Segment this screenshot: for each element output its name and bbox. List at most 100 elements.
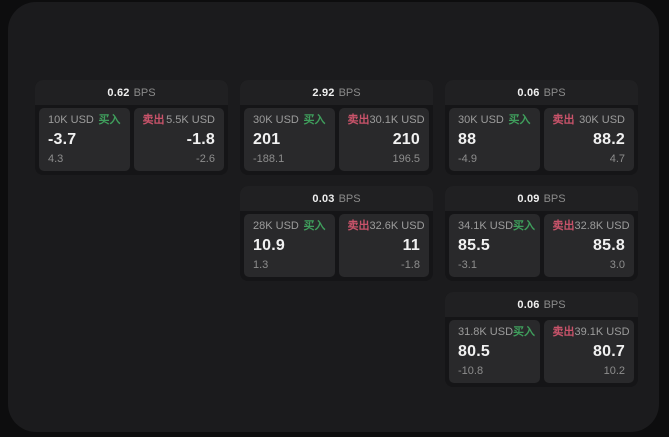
buy-tag: 买入 xyxy=(98,114,121,126)
buy-delta: -188.1 xyxy=(253,153,285,165)
quote-card: 0.03 BPS 28K USD 买入 10.9 1.3 卖出 32.6K US… xyxy=(240,186,433,281)
sell-tag: 卖出 xyxy=(142,114,165,126)
buy-panel-header: 10K USD 买入 xyxy=(48,115,121,126)
sell-panel-header: 卖出 30.1K USD xyxy=(347,114,425,126)
buy-panel[interactable]: 30K USD 买入 201 -188.1 xyxy=(244,108,335,171)
card-body: 10K USD 买入 -3.7 4.3 卖出 5.5K USD -1.8 -2.… xyxy=(35,105,228,175)
card-header: 0.03 BPS xyxy=(240,186,433,211)
card-body: 28K USD 买入 10.9 1.3 卖出 32.6K USD 11 -1.8 xyxy=(240,211,433,281)
sell-delta: -1.8 xyxy=(401,259,420,271)
buy-tag: 买入 xyxy=(303,220,326,232)
quote-card: 0.06 BPS 30K USD 买入 88 -4.9 卖出 30K USD 8… xyxy=(445,80,638,175)
buy-delta: -10.8 xyxy=(458,365,484,377)
buy-price: 10.9 xyxy=(253,237,285,254)
buy-size-label: 28K USD xyxy=(253,220,299,232)
sell-panel[interactable]: 卖出 30.1K USD 210 196.5 xyxy=(338,108,429,171)
buy-panel-header: 30K USD 买入 xyxy=(253,115,326,126)
card-body: 30K USD 买入 88 -4.9 卖出 30K USD 88.2 4.7 xyxy=(445,105,638,175)
quote-card: 2.92 BPS 30K USD 买入 201 -188.1 卖出 30.1K … xyxy=(240,80,433,175)
bps-unit-label: BPS xyxy=(543,192,566,205)
sell-panel[interactable]: 卖出 39.1K USD 80.7 10.2 xyxy=(543,320,634,383)
buy-panel[interactable]: 28K USD 买入 10.9 1.3 xyxy=(244,214,335,277)
bps-unit-label: BPS xyxy=(543,298,566,311)
card-header: 2.92 BPS xyxy=(240,80,433,105)
sell-tag: 卖出 xyxy=(347,220,370,232)
sell-delta: 196.5 xyxy=(392,153,420,165)
buy-panel[interactable]: 31.8K USD 买入 80.5 -10.8 xyxy=(449,320,540,383)
buy-price: 80.5 xyxy=(458,343,490,360)
buy-panel-header: 30K USD 买入 xyxy=(458,115,531,126)
card-header: 0.06 BPS xyxy=(445,80,638,105)
buy-panel[interactable]: 10K USD 买入 -3.7 4.3 xyxy=(39,108,130,171)
buy-size-label: 10K USD xyxy=(48,114,94,126)
bps-unit-label: BPS xyxy=(338,192,361,205)
sell-price: 80.7 xyxy=(593,343,625,360)
buy-panel-header: 31.8K USD 买入 xyxy=(458,326,535,338)
buy-panel[interactable]: 34.1K USD 买入 85.5 -3.1 xyxy=(449,214,540,277)
sell-panel-header: 卖出 32.8K USD xyxy=(552,220,630,232)
sell-delta: -2.6 xyxy=(196,153,215,165)
buy-price: -3.7 xyxy=(48,131,77,148)
buy-delta: 1.3 xyxy=(253,259,269,271)
buy-delta: -3.1 xyxy=(458,259,477,271)
buy-price: 88 xyxy=(458,131,477,148)
buy-panel-header: 28K USD 买入 xyxy=(253,221,326,232)
buy-price: 85.5 xyxy=(458,237,490,254)
buy-tag: 买入 xyxy=(513,326,536,338)
buy-size-label: 31.8K USD xyxy=(458,326,514,338)
sell-delta: 3.0 xyxy=(609,259,625,271)
sell-size-label: 39.1K USD xyxy=(574,326,630,338)
bps-unit-label: BPS xyxy=(133,86,156,99)
bps-value: 2.92 xyxy=(312,86,335,99)
sell-panel-header: 卖出 32.6K USD xyxy=(347,220,425,232)
bps-value: 0.06 xyxy=(517,86,540,99)
sell-panel[interactable]: 卖出 5.5K USD -1.8 -2.6 xyxy=(133,108,224,171)
sell-tag: 卖出 xyxy=(347,114,370,126)
buy-price: 201 xyxy=(253,131,281,148)
sell-price: -1.8 xyxy=(186,131,215,148)
sell-tag: 卖出 xyxy=(552,326,575,338)
bps-value: 0.09 xyxy=(517,192,540,205)
sell-size-label: 32.8K USD xyxy=(574,220,630,232)
sell-panel[interactable]: 卖出 32.6K USD 11 -1.8 xyxy=(338,214,429,277)
sell-delta: 10.2 xyxy=(603,365,625,377)
bps-value: 0.06 xyxy=(517,298,540,311)
card-body: 30K USD 买入 201 -188.1 卖出 30.1K USD 210 1… xyxy=(240,105,433,175)
buy-size-label: 34.1K USD xyxy=(458,220,514,232)
buy-tag: 买入 xyxy=(303,114,326,126)
buy-delta: -4.9 xyxy=(458,153,477,165)
sell-panel[interactable]: 卖出 30K USD 88.2 4.7 xyxy=(543,108,634,171)
bps-unit-label: BPS xyxy=(543,86,566,99)
sell-size-label: 30.1K USD xyxy=(369,114,425,126)
sell-tag: 卖出 xyxy=(552,114,575,126)
sell-price: 85.8 xyxy=(593,237,625,254)
quote-cards-grid: 0.62 BPS 10K USD 买入 -3.7 4.3 卖出 5.5K USD… xyxy=(35,80,638,387)
buy-tag: 买入 xyxy=(513,220,536,232)
sell-panel-header: 卖出 30K USD xyxy=(553,115,626,126)
bps-value: 0.03 xyxy=(312,192,335,205)
card-header: 0.09 BPS xyxy=(445,186,638,211)
quote-card: 0.06 BPS 31.8K USD 买入 80.5 -10.8 卖出 39.1… xyxy=(445,292,638,387)
bps-value: 0.62 xyxy=(107,86,130,99)
sell-price: 11 xyxy=(402,237,420,254)
quote-card: 0.62 BPS 10K USD 买入 -3.7 4.3 卖出 5.5K USD… xyxy=(35,80,228,175)
sell-size-label: 32.6K USD xyxy=(369,220,425,232)
card-body: 34.1K USD 买入 85.5 -3.1 卖出 32.8K USD 85.8… xyxy=(445,211,638,281)
buy-delta: 4.3 xyxy=(48,153,64,165)
buy-panel[interactable]: 30K USD 买入 88 -4.9 xyxy=(449,108,540,171)
sell-size-label: 5.5K USD xyxy=(166,114,215,126)
sell-tag: 卖出 xyxy=(552,220,575,232)
buy-panel-header: 34.1K USD 买入 xyxy=(458,220,535,232)
card-body: 31.8K USD 买入 80.5 -10.8 卖出 39.1K USD 80.… xyxy=(445,317,638,387)
bps-unit-label: BPS xyxy=(338,86,361,99)
buy-size-label: 30K USD xyxy=(253,114,299,126)
sell-panel[interactable]: 卖出 32.8K USD 85.8 3.0 xyxy=(543,214,634,277)
card-header: 0.06 BPS xyxy=(445,292,638,317)
buy-size-label: 30K USD xyxy=(458,114,504,126)
buy-tag: 买入 xyxy=(508,114,531,126)
quote-card: 0.09 BPS 34.1K USD 买入 85.5 -3.1 卖出 32.8K… xyxy=(445,186,638,281)
card-header: 0.62 BPS xyxy=(35,80,228,105)
sell-panel-header: 卖出 5.5K USD xyxy=(143,115,216,126)
sell-price: 210 xyxy=(392,131,420,148)
